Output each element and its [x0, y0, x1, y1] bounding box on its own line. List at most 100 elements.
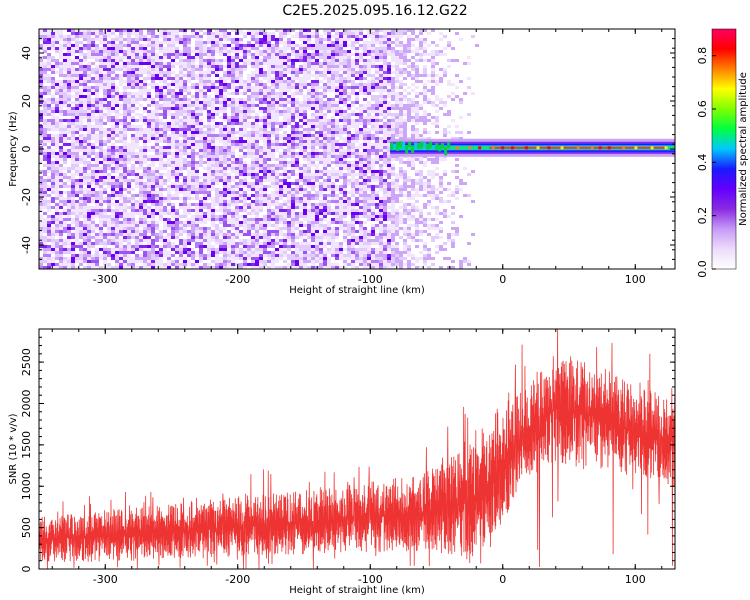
spectrogram-cell — [43, 47, 47, 50]
spectrogram-cell — [111, 209, 115, 212]
spectrogram-cell — [171, 98, 175, 101]
spectrogram-cell — [67, 68, 71, 71]
spectrogram-cell — [175, 116, 179, 119]
spectrogram-cell — [59, 182, 63, 185]
spectrogram-cell — [283, 188, 287, 191]
spectrogram-cell — [59, 83, 63, 86]
spectrogram-cell — [139, 257, 143, 260]
spectrogram-cell — [319, 50, 323, 53]
spectrogram-cell — [203, 137, 207, 140]
spectrogram-cell — [119, 155, 123, 158]
spectrogram-cell — [315, 53, 319, 56]
spectrogram-cell — [223, 119, 227, 122]
spectrogram-cell — [219, 80, 223, 83]
spectrogram-cell — [327, 230, 331, 233]
spectrogram-cell — [279, 212, 283, 215]
spectrogram-cell — [243, 215, 247, 218]
spectrogram-cell — [71, 113, 75, 116]
spectrogram-cell — [203, 80, 207, 83]
spectrogram-cell — [207, 167, 211, 170]
spectrogram-cell — [291, 71, 295, 74]
spectrogram-cell — [307, 77, 311, 80]
spectrogram-cell — [255, 44, 259, 47]
spectrogram-cell — [255, 140, 259, 143]
spectrogram-cell — [211, 158, 215, 161]
spectrogram-cell — [63, 98, 67, 101]
spectrogram-cell — [139, 173, 143, 176]
spectrogram-cell — [327, 152, 331, 155]
spectrogram-cell — [155, 59, 159, 62]
spectrogram-cell — [187, 101, 191, 104]
spectrogram-cell — [327, 131, 331, 134]
spectrogram-cell — [183, 107, 187, 110]
spectrogram-cell — [91, 86, 95, 89]
spectrogram-cell — [175, 251, 179, 254]
spectrogram-cell — [303, 266, 307, 269]
spectrogram-cell — [283, 80, 287, 83]
spectrogram-cell — [315, 158, 319, 161]
spectrogram-cell — [327, 266, 331, 269]
spectrogram-cell — [131, 266, 135, 269]
spectrogram-cell — [283, 185, 287, 188]
spectrogram-cell — [227, 77, 231, 80]
spectrogram-cell — [211, 233, 215, 236]
spectrogram-cell — [227, 152, 231, 155]
spectrogram-cell — [59, 254, 63, 257]
spectrogram-cell — [91, 104, 95, 107]
spectrogram-cell — [79, 92, 83, 95]
spectrogram-cell — [179, 131, 183, 134]
spectrogram-cell — [179, 263, 183, 266]
spectrogram-cell — [307, 62, 311, 65]
spectrogram-cell — [183, 224, 187, 227]
spectrogram-cell — [207, 65, 211, 68]
spectrogram-cell — [303, 254, 307, 257]
spectrogram-cell — [131, 203, 135, 206]
spectrogram-cell — [279, 41, 283, 44]
spectrogram-cell — [227, 83, 231, 86]
spectrogram-cell — [227, 137, 231, 140]
spectrogram-cell — [211, 140, 215, 143]
spectrogram-cell — [59, 95, 63, 98]
spectrogram-cell — [223, 242, 227, 245]
spectrogram-cell — [43, 68, 47, 71]
spectrogram-cell — [315, 68, 319, 71]
spectrogram-cell — [275, 131, 279, 134]
spectrogram-cell — [215, 35, 219, 38]
spectrogram-cell — [167, 47, 171, 50]
spectrogram-cell — [231, 158, 235, 161]
spectrogram-cell — [83, 110, 87, 113]
spectrogram-cell — [287, 239, 291, 242]
spectrogram-cell — [295, 164, 299, 167]
spectrogram-cell — [55, 50, 59, 53]
spectrogram-cell — [47, 47, 51, 50]
spectrogram-cell — [303, 152, 307, 155]
spectrogram-cell — [63, 221, 67, 224]
spectrogram-cell — [67, 35, 71, 38]
spectrogram-cell — [47, 251, 51, 254]
spectrogram-cell — [239, 215, 243, 218]
spectrogram-cell — [331, 89, 335, 92]
spectrogram-cell — [331, 35, 335, 38]
spectrogram-cell — [47, 107, 51, 110]
spectrogram-cell — [255, 170, 259, 173]
spectrogram-cell — [319, 245, 323, 248]
spectrogram-cell — [163, 65, 167, 68]
spectrogram-cell — [55, 161, 59, 164]
spectrogram-cell — [87, 62, 91, 65]
spectrogram-cell — [187, 179, 191, 182]
spectrogram-cell — [179, 227, 183, 230]
spectrogram-cell — [211, 128, 215, 131]
spectrogram-cell — [199, 227, 203, 230]
spectrogram-cell — [219, 140, 223, 143]
spectrogram-cell — [71, 203, 75, 206]
spectrogram-cell — [75, 44, 79, 47]
spectrogram-cell — [111, 236, 115, 239]
spectrogram-cell — [267, 251, 271, 254]
spectrogram-cell — [311, 260, 315, 263]
spectrogram-cell — [259, 200, 263, 203]
spectrogram-cell — [223, 251, 227, 254]
spectrogram-cell — [103, 116, 107, 119]
spectrogram-cell — [247, 41, 251, 44]
spectrogram-cell — [99, 83, 103, 86]
spectrogram-cell — [223, 185, 227, 188]
